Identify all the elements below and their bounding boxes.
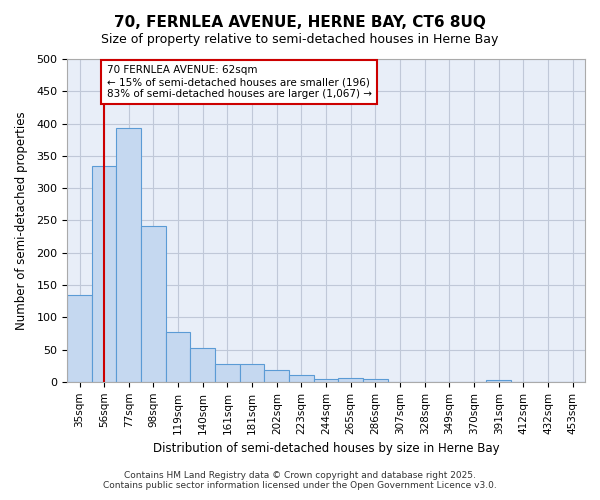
Bar bbox=[265, 370, 289, 382]
Text: 70 FERNLEA AVENUE: 62sqm
← 15% of semi-detached houses are smaller (196)
83% of : 70 FERNLEA AVENUE: 62sqm ← 15% of semi-d… bbox=[107, 66, 371, 98]
Y-axis label: Number of semi-detached properties: Number of semi-detached properties bbox=[15, 111, 28, 330]
Bar bbox=[190, 348, 215, 382]
Text: Size of property relative to semi-detached houses in Herne Bay: Size of property relative to semi-detach… bbox=[101, 32, 499, 46]
Bar bbox=[215, 364, 240, 382]
Bar bbox=[289, 376, 314, 382]
X-axis label: Distribution of semi-detached houses by size in Herne Bay: Distribution of semi-detached houses by … bbox=[153, 442, 499, 455]
Bar bbox=[166, 332, 190, 382]
Bar bbox=[116, 128, 141, 382]
Bar bbox=[338, 378, 363, 382]
Text: Contains HM Land Registry data © Crown copyright and database right 2025.
Contai: Contains HM Land Registry data © Crown c… bbox=[103, 470, 497, 490]
Bar bbox=[67, 296, 92, 382]
Bar bbox=[240, 364, 265, 382]
Bar bbox=[92, 166, 116, 382]
Bar bbox=[363, 379, 388, 382]
Bar bbox=[314, 379, 338, 382]
Bar bbox=[141, 226, 166, 382]
Bar bbox=[487, 380, 511, 382]
Text: 70, FERNLEA AVENUE, HERNE BAY, CT6 8UQ: 70, FERNLEA AVENUE, HERNE BAY, CT6 8UQ bbox=[114, 15, 486, 30]
